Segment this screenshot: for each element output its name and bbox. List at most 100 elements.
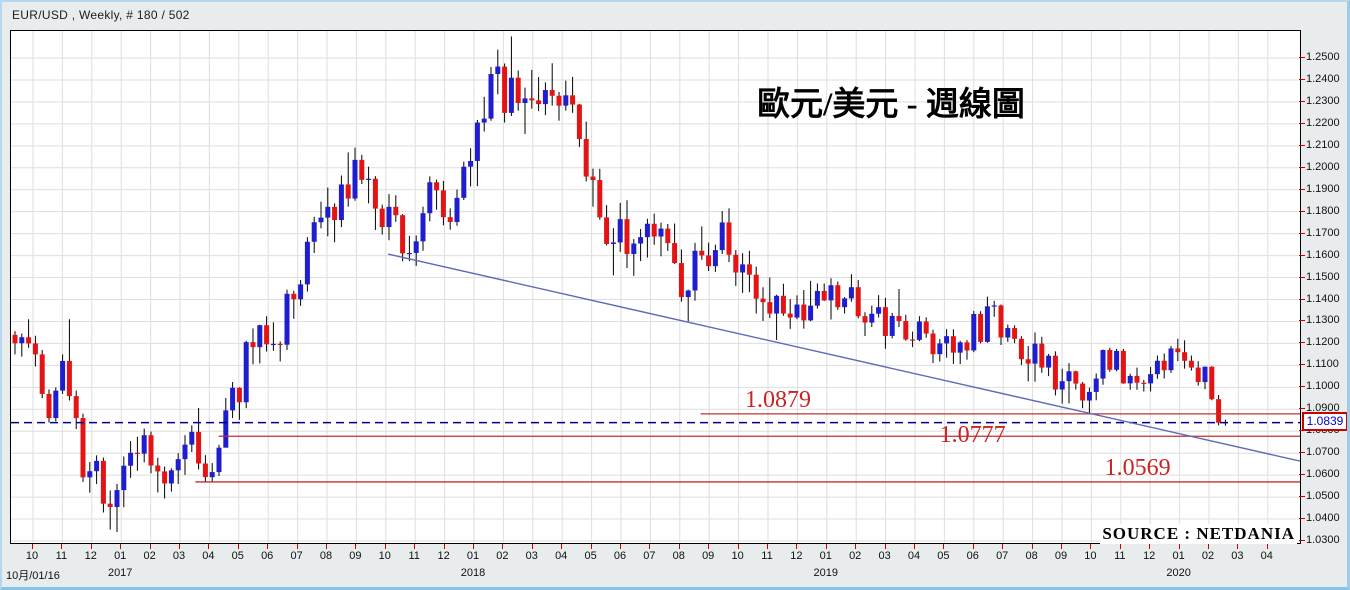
x-axis-tick: [149, 544, 151, 549]
candle-down: [345, 184, 351, 199]
candle-up: [944, 336, 950, 344]
candle-down: [1018, 338, 1024, 360]
source-credit: SOURCE : NETDANIA: [1100, 524, 1297, 544]
candle-down: [536, 100, 542, 105]
candle-down: [1120, 350, 1126, 384]
candle-up: [869, 313, 875, 323]
candle-down: [440, 190, 446, 218]
candle-up: [644, 223, 650, 238]
x-axis-tick: [972, 544, 974, 549]
candle-up: [189, 431, 195, 445]
y-axis-tick: [1299, 430, 1305, 432]
candle-down: [434, 182, 440, 191]
candle-up: [338, 184, 344, 221]
candle-down: [821, 290, 827, 301]
candle-down: [549, 90, 555, 96]
candle-down: [733, 254, 739, 273]
y-axis-label: 1.1200: [1306, 336, 1340, 349]
x-axis-tick: [1237, 544, 1239, 549]
x-axis-tick: [326, 544, 327, 549]
y-axis-label: 1.1000: [1306, 380, 1340, 393]
x-axis-tick: [943, 544, 945, 549]
x-axis-tick: [179, 544, 180, 549]
candle-down: [998, 305, 1004, 338]
y-axis-tick: [1299, 210, 1305, 212]
candle-up: [1154, 360, 1160, 375]
chart-plot-area[interactable]: 歐元/美元 - 週線圖 1.0879 1.0777 1.0569 SOURCE …: [10, 30, 1301, 544]
candle-up: [1005, 328, 1011, 338]
candle-up: [508, 77, 514, 113]
x-axis-tick: [796, 544, 798, 549]
candle-down: [107, 503, 113, 507]
candle-up: [685, 290, 691, 298]
candle-up: [719, 222, 725, 251]
x-axis-tick: [531, 544, 533, 549]
x-axis-tick: [1061, 544, 1062, 549]
candle-down: [1161, 360, 1167, 371]
x-axis-tick: [1090, 544, 1092, 549]
candle-up: [325, 206, 331, 218]
candle-up: [406, 252, 412, 255]
candle-down: [372, 178, 378, 209]
x-axis-tick: [355, 544, 357, 549]
candle-down: [746, 264, 752, 275]
candle-up: [617, 219, 623, 243]
x-axis-month-label: 12: [790, 550, 803, 562]
x-axis-tick: [590, 544, 592, 549]
candle-down: [576, 104, 582, 140]
candle-down: [39, 354, 45, 394]
trendline: [387, 253, 1300, 462]
y-axis-tick: [1299, 78, 1305, 80]
candle-down: [882, 307, 888, 336]
candle-up: [182, 444, 188, 460]
x-axis-tick: [1119, 544, 1121, 549]
y-axis-label: 1.2400: [1306, 72, 1340, 85]
level-label-1-0777: 1.0777: [939, 422, 1006, 449]
x-axis-month-label: 09: [702, 550, 715, 562]
y-axis-tick: [1299, 298, 1305, 300]
x-axis-month-label: 10: [731, 550, 744, 562]
y-axis-label: 1.0400: [1306, 512, 1340, 525]
candle-down: [706, 255, 712, 267]
candle-up: [971, 313, 977, 351]
candle-up: [304, 241, 310, 285]
candle-down: [1175, 348, 1181, 353]
y-axis-label: 1.2100: [1306, 138, 1340, 151]
candle-up: [311, 222, 317, 242]
candle-down: [597, 180, 603, 218]
candle-up: [318, 217, 324, 223]
candle-down: [447, 217, 453, 223]
candle-up: [87, 471, 93, 478]
candle-down: [73, 396, 79, 419]
x-axis-month-label: 01: [114, 550, 127, 562]
candle-down: [162, 471, 168, 484]
candle-up: [814, 290, 820, 306]
x-axis-month-label: 02: [1201, 550, 1215, 562]
x-axis-tick: [1178, 544, 1180, 549]
candle-down: [767, 302, 773, 314]
x-axis-tick: [296, 544, 298, 549]
x-axis-month-label: 06: [261, 550, 274, 562]
candle-up: [631, 243, 637, 255]
y-axis-tick: [1299, 57, 1305, 58]
x-axis-month-label: 04: [555, 550, 568, 562]
x-axis-tick: [708, 544, 710, 549]
candle-down: [1025, 359, 1031, 364]
candle-down: [529, 98, 535, 101]
x-axis-tick: [208, 544, 210, 549]
x-axis-tick: [914, 544, 915, 549]
x-axis-tick: [90, 544, 92, 549]
candle-down: [862, 316, 868, 323]
y-axis-tick: [1299, 166, 1305, 168]
x-axis-tick: [267, 544, 269, 549]
x-axis-tick: [1002, 544, 1004, 549]
x-axis-month-label: 07: [643, 550, 656, 562]
candle-up: [19, 337, 25, 344]
y-axis-label: 1.0700: [1306, 446, 1340, 459]
candle-down: [1141, 382, 1147, 384]
x-axis-tick: [620, 544, 621, 549]
x-axis-month-label: 02: [849, 550, 862, 562]
candle-down: [1039, 343, 1045, 368]
candle-up: [610, 242, 616, 244]
candle-up: [1148, 374, 1154, 384]
